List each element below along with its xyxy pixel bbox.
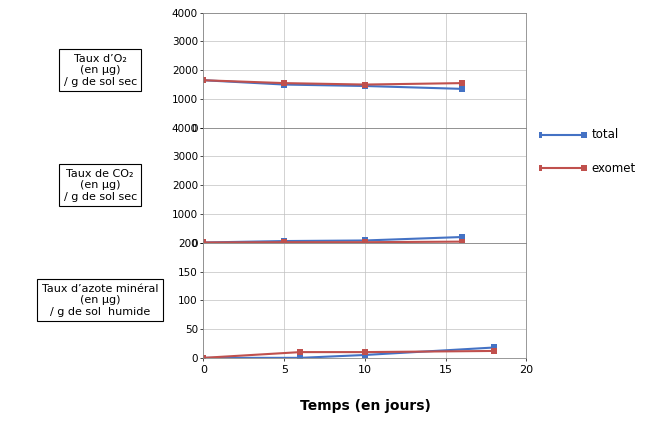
Text: Temps (en jours): Temps (en jours) <box>300 399 430 413</box>
Text: Taux de CO₂
(en µg)
/ g de sol sec: Taux de CO₂ (en µg) / g de sol sec <box>63 169 137 202</box>
Text: Taux d’O₂
(en µg)
/ g de sol sec: Taux d’O₂ (en µg) / g de sol sec <box>63 53 137 87</box>
Text: Taux d’azote minéral
(en µg)
/ g de sol  humide: Taux d’azote minéral (en µg) / g de sol … <box>42 284 158 317</box>
Text: exomet: exomet <box>592 162 636 175</box>
Text: total: total <box>592 128 619 141</box>
